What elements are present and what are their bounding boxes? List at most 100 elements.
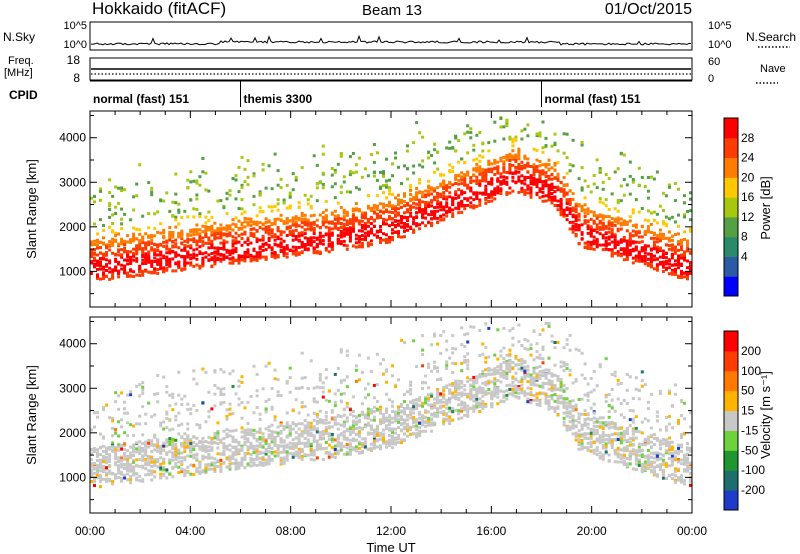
heatmap-cell	[138, 267, 142, 271]
heatmap-cell	[445, 146, 449, 150]
heatmap-cell	[225, 446, 229, 450]
heatmap-cell	[138, 479, 142, 483]
heatmap-cell	[366, 413, 370, 417]
heatmap-cell	[372, 431, 376, 435]
heatmap-cell	[505, 180, 509, 184]
heatmap-cell	[114, 268, 118, 272]
heatmap-cell	[496, 171, 500, 175]
heatmap-cell	[150, 449, 154, 453]
heatmap-cell	[640, 175, 644, 179]
heatmap-cell	[580, 237, 584, 241]
heatmap-cell	[132, 226, 136, 230]
heatmap-cell	[409, 185, 413, 189]
heatmap-cell	[577, 203, 581, 207]
heatmap-cell	[315, 430, 319, 434]
heatmap-cell	[228, 189, 232, 193]
heatmap-cell	[526, 176, 530, 179]
heatmap-cell	[168, 459, 172, 463]
heatmap-cell	[505, 171, 509, 174]
heatmap-cell	[394, 417, 397, 421]
heatmap-cell	[445, 201, 449, 205]
heatmap-cell	[159, 424, 163, 428]
heatmap-cell	[330, 454, 334, 458]
heatmap-cell	[279, 450, 283, 454]
heatmap-cell	[403, 425, 406, 429]
heatmap-cell	[159, 231, 163, 235]
heatmap-cell	[96, 470, 99, 474]
heatmap-cell	[595, 216, 599, 220]
heatmap-cell	[255, 406, 259, 409]
heatmap-cell	[213, 434, 217, 438]
heatmap-cell	[415, 420, 419, 424]
heatmap-cell	[234, 178, 238, 182]
heatmap-cell	[508, 163, 512, 167]
heatmap-cell	[309, 236, 313, 240]
heatmap-cell	[342, 392, 346, 396]
heatmap-cell	[234, 445, 238, 449]
heatmap-cell	[165, 412, 169, 416]
heatmap-cell	[303, 217, 307, 221]
heatmap-cell	[321, 381, 325, 385]
heatmap-cell	[219, 390, 223, 394]
heatmap-cell	[150, 478, 154, 482]
heatmap-cell	[562, 183, 566, 187]
heatmap-cell	[99, 469, 102, 473]
heatmap-cell	[463, 191, 467, 195]
heatmap-cell	[354, 449, 358, 453]
heatmap-cell	[330, 410, 334, 414]
heatmap-cell	[469, 186, 473, 190]
heatmap-cell	[625, 248, 629, 252]
heatmap-cell	[156, 243, 160, 247]
heatmap-cell	[114, 234, 118, 238]
heatmap-cell	[336, 436, 340, 440]
heatmap-cell	[412, 197, 416, 201]
heatmap-cell	[153, 444, 157, 448]
heatmap-cell	[123, 246, 127, 250]
heatmap-cell	[273, 243, 277, 247]
heatmap-cell	[336, 449, 340, 453]
heatmap-cell	[430, 199, 434, 203]
heatmap-cell	[445, 197, 449, 201]
heatmap-cell	[177, 222, 181, 226]
heatmap-cell	[589, 210, 593, 214]
heatmap-cell	[159, 222, 163, 226]
heatmap-cell	[496, 185, 500, 189]
heatmap-cell	[117, 272, 121, 276]
heatmap-cell	[141, 385, 145, 389]
heatmap-cell	[363, 387, 367, 391]
heatmap-cell	[375, 383, 379, 387]
heatmap-cell	[207, 236, 211, 240]
heatmap-cell	[282, 254, 286, 258]
heatmap-cell	[288, 225, 292, 229]
heatmap-cell	[153, 448, 157, 452]
heatmap-cell	[192, 264, 196, 268]
heatmap-cell	[550, 182, 554, 186]
heatmap-cell	[120, 462, 124, 466]
heatmap-cell	[683, 230, 686, 234]
heatmap-cell	[448, 163, 452, 167]
heatmap-cell	[403, 216, 406, 220]
heatmap-cell	[243, 466, 247, 470]
heatmap-cell	[156, 262, 160, 266]
heatmap-cell	[162, 240, 166, 244]
heatmap-cell	[640, 225, 644, 229]
heatmap-cell	[201, 447, 205, 451]
heatmap-cell	[258, 238, 262, 242]
heatmap-cell	[535, 180, 539, 184]
heatmap-cell	[382, 218, 385, 222]
heatmap-cell	[327, 421, 331, 425]
heatmap-cell	[300, 231, 304, 235]
heatmap-cell	[186, 251, 190, 255]
heatmap-cell	[210, 227, 214, 231]
heatmap-cell	[231, 235, 235, 239]
heatmap-cell	[276, 217, 280, 221]
heatmap-cell	[442, 197, 446, 201]
heatmap-cell	[267, 456, 271, 460]
heatmap-cell	[634, 223, 638, 227]
heatmap-cell	[394, 205, 397, 208]
heatmap-cell	[228, 455, 232, 459]
heatmap-cell	[201, 236, 205, 240]
heatmap-cell	[394, 151, 397, 155]
heatmap-cell	[595, 227, 599, 231]
heatmap-cell	[267, 361, 271, 365]
